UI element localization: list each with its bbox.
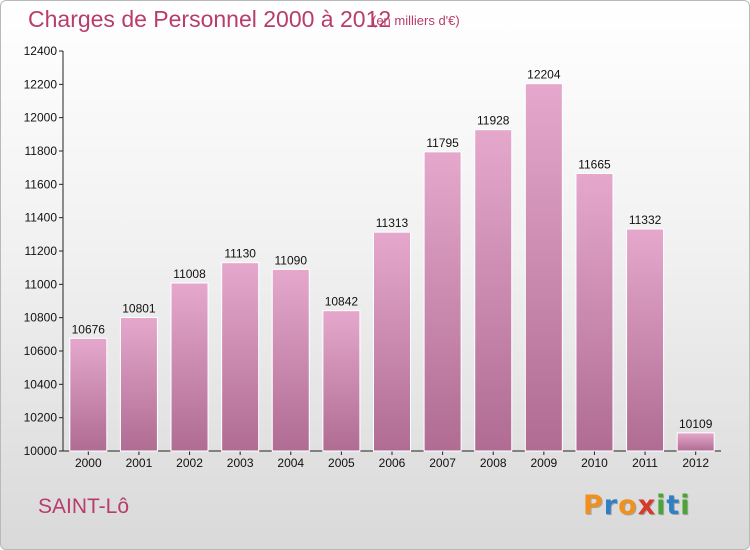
x-tick-label: 2008 [480, 456, 507, 470]
x-tick-label: 2009 [530, 456, 557, 470]
bar-value-label: 11665 [578, 158, 611, 172]
y-tick-label: 11200 [25, 244, 58, 258]
y-tick-label: 12200 [24, 77, 58, 91]
x-tick-label: 2011 [632, 456, 658, 470]
bar-value-label: 11090 [275, 253, 308, 267]
bar-2007 [423, 151, 462, 452]
chart-unit: (en milliers d'€) [372, 13, 460, 28]
bar-2010 [575, 173, 614, 452]
y-tick-label: 10800 [24, 311, 58, 325]
bar-value-label: 11332 [629, 213, 662, 227]
bar-2005 [322, 310, 361, 452]
bar-2012 [676, 432, 715, 452]
bar-value-label: 12204 [527, 68, 561, 82]
x-tick-label: 2002 [176, 456, 203, 470]
bar-value-label: 11928 [477, 114, 510, 128]
bar-value-label: 11313 [376, 216, 409, 230]
bar-2002 [170, 282, 209, 452]
bar-2011 [626, 228, 665, 452]
y-tick-label: 12400 [24, 44, 58, 58]
logo-letter: t [666, 490, 681, 521]
x-tick-label: 2006 [379, 456, 406, 470]
bar-2006 [373, 231, 411, 452]
x-tick-label: 2007 [429, 456, 456, 470]
logo-letter: x [637, 490, 657, 521]
x-tick-label: 2010 [581, 456, 608, 470]
x-tick-label: 2004 [277, 456, 304, 470]
y-tick-label: 10400 [24, 377, 58, 391]
bar-2001 [119, 317, 158, 452]
x-tick-label: 2005 [328, 456, 355, 470]
bar-2000 [69, 337, 108, 452]
bar-2008 [474, 129, 513, 452]
bar-2004 [271, 268, 310, 452]
y-tick-label: 11400 [25, 211, 58, 225]
bar-value-label: 11130 [224, 247, 256, 261]
x-tick-label: 2012 [682, 456, 709, 470]
chart-title: Charges de Personnel 2000 à 2012 [28, 6, 392, 32]
logo-letter: r [603, 490, 619, 521]
bar-2003 [221, 262, 260, 452]
bar-value-label: 10109 [679, 417, 713, 431]
y-tick-label: 11600 [25, 177, 58, 191]
bar-value-label: 10801 [122, 302, 156, 316]
bar-value-label: 11795 [426, 136, 459, 150]
bar-2009 [524, 83, 563, 452]
y-tick-label: 10600 [24, 344, 58, 358]
x-tick-label: 2000 [75, 456, 102, 470]
logo-letter: i [680, 490, 691, 521]
x-tick-label: 2003 [227, 456, 254, 470]
y-tick-label: 10000 [24, 444, 58, 458]
y-tick-label: 10200 [24, 411, 58, 425]
bars: 10676 10801 11008 11130 11090 10842 11313 11795… [69, 68, 715, 452]
bar-value-label: 10676 [72, 322, 106, 336]
y-tick-label: 11800 [25, 144, 58, 158]
axes: 10000 10200 10400 10600 10800 11000 11200 11400… [24, 44, 721, 470]
logo-letter: o [618, 490, 638, 521]
bar-value-label: 10842 [325, 295, 359, 309]
y-tick-label: 12000 [24, 111, 58, 125]
bar-value-label: 11008 [173, 267, 206, 281]
x-tick-label: 2001 [126, 456, 153, 470]
city-name: SAINT-Lô [38, 495, 130, 518]
logo-letter: i [656, 490, 667, 521]
y-tick-label: 11000 [25, 277, 58, 291]
proxiti-logo[interactable]: Proxiti [583, 490, 691, 521]
logo-letter: P [583, 490, 604, 521]
